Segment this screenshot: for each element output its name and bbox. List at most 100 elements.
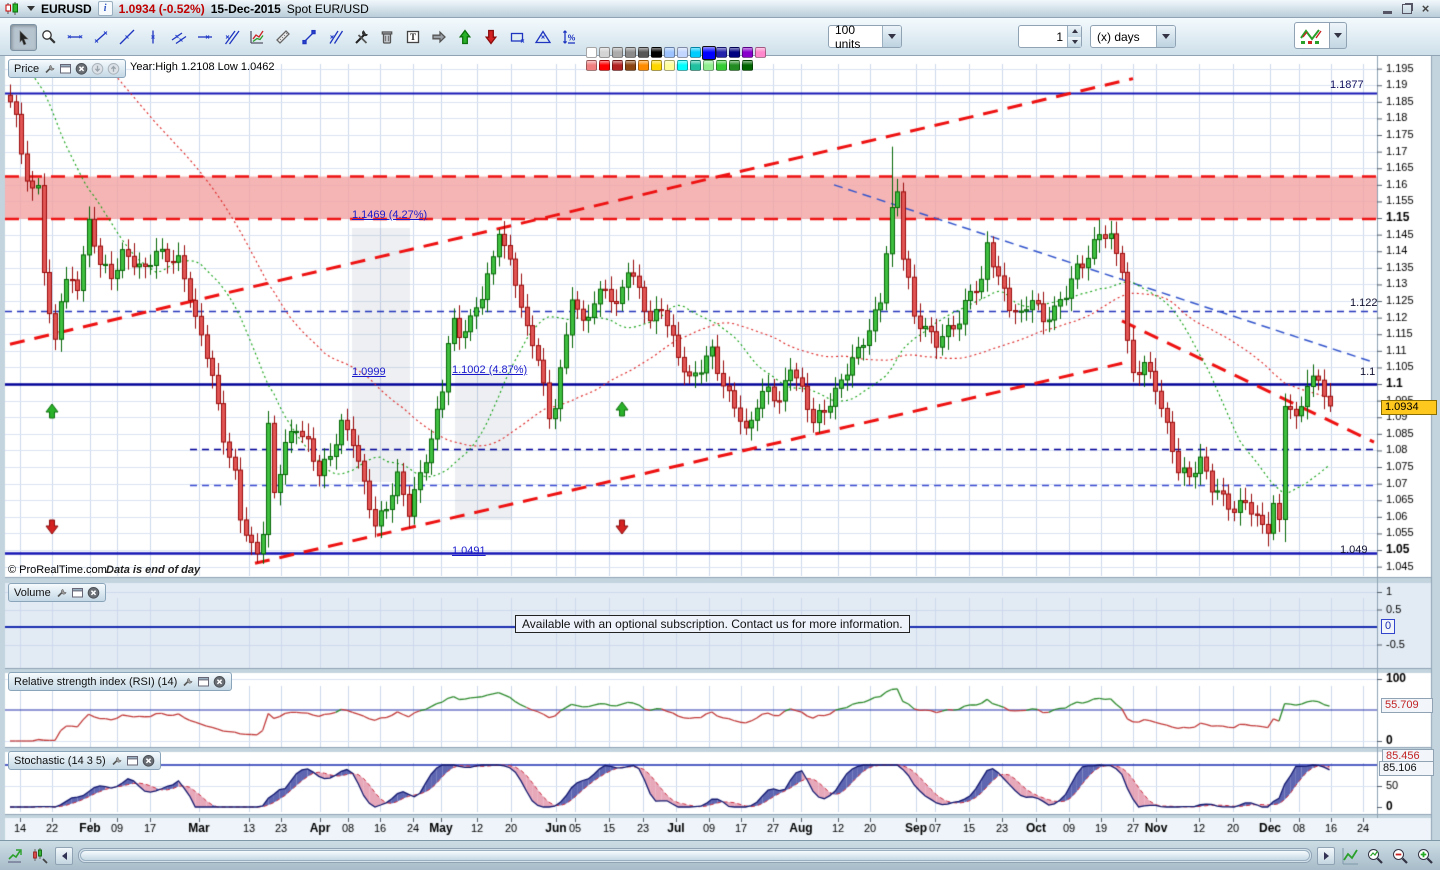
horizontal-line-tool[interactable] [192,24,217,49]
level-label-top[interactable]: 1.1877 [1330,79,1364,91]
text-icon: T [404,28,422,46]
arrow-up-circle-icon[interactable] [107,62,120,76]
line-tool[interactable] [114,24,139,49]
arrow-down-tool[interactable] [478,24,503,49]
arrow-down-circle-icon[interactable] [91,62,104,76]
color-swatch[interactable] [651,60,662,71]
wrench-icon[interactable] [55,586,68,600]
color-swatch[interactable] [638,47,649,58]
color-swatch[interactable] [716,47,727,58]
window-icon[interactable] [126,754,139,768]
channel-tool[interactable] [166,24,191,49]
color-swatch[interactable] [586,60,597,71]
color-swatch[interactable] [729,47,740,58]
pitchfork-tool[interactable] [218,24,243,49]
scrollbar-handle[interactable] [80,850,1310,861]
color-swatch[interactable] [664,47,675,58]
zoom-in-icon[interactable] [1415,846,1435,866]
vertical-line-tool[interactable] [140,24,165,49]
ruler-tool[interactable] [270,24,295,49]
color-swatch[interactable] [664,60,675,71]
scrollbar-track[interactable] [78,848,1312,863]
zoom-out-icon[interactable] [1390,846,1410,866]
chart-type-caret[interactable] [1330,22,1347,49]
color-swatch[interactable] [651,47,662,58]
close-icon[interactable] [75,62,88,76]
stoch-k-value-box: 85.106 [1379,761,1434,776]
text-tool[interactable]: T [400,24,425,49]
units-select[interactable]: 100 units [828,23,902,51]
zoom-reset-icon[interactable] [1365,846,1385,866]
period-up-icon[interactable] [1067,26,1081,37]
low-level-label[interactable]: 1.0491 [452,545,486,557]
segment-tool[interactable] [88,24,113,49]
color-swatch[interactable] [586,47,597,58]
cursor-tool[interactable] [10,24,37,51]
right-label-122: 1.122 [1350,297,1378,309]
chart-canvas[interactable] [0,56,1440,840]
resistance-label[interactable]: 1.1469 (4.27%) [352,209,428,221]
color-swatch[interactable] [742,47,753,58]
drawing-toolbar: 100 units 1 (x) days T% [0,18,1440,71]
arrow-right-tool[interactable] [426,24,451,49]
color-swatch[interactable] [638,60,649,71]
wrench-icon[interactable] [43,62,56,76]
color-swatch[interactable] [599,60,610,71]
window-icon[interactable] [197,675,210,689]
scroll-left-button[interactable] [55,846,73,865]
color-swatch[interactable] [625,47,636,58]
pan-chart-icon[interactable] [5,846,25,866]
rectangle-icon [508,28,526,46]
window-icon[interactable] [59,62,72,76]
rectangle-tool[interactable] [504,24,529,49]
subscription-message[interactable]: Available with an optional subscription.… [515,615,910,633]
color-swatch[interactable] [703,60,714,71]
triangle-tool[interactable] [530,24,555,49]
chart-annotation-tool[interactable] [244,24,269,49]
color-swatch[interactable] [677,60,688,71]
instrument-dropdown-icon[interactable] [27,6,35,11]
settings-tool[interactable] [348,24,373,49]
restore-button[interactable] [1400,2,1413,15]
color-swatch[interactable] [690,47,701,58]
triangle-icon [534,28,552,46]
close-icon[interactable] [213,675,226,689]
color-swatch[interactable] [599,47,610,58]
close-icon[interactable] [142,754,155,768]
color-swatch[interactable] [729,60,740,71]
close-icon[interactable] [87,586,100,600]
percent-scale-tool[interactable]: % [556,24,581,49]
period-down-icon[interactable] [1067,36,1081,47]
color-swatch[interactable] [755,47,766,58]
color-swatch[interactable] [690,60,701,71]
color-swatch[interactable] [742,60,753,71]
minimize-button[interactable] [1381,2,1394,15]
chart-type-button[interactable] [1294,22,1330,49]
scroll-right-button[interactable] [1317,846,1335,865]
support-label-a[interactable]: 1.0999 [352,366,386,378]
color-swatch[interactable] [716,60,727,71]
delete-tool[interactable] [374,24,399,49]
parallel-lines-tool[interactable] [322,24,347,49]
close-button[interactable]: × [1421,1,1430,16]
horizontal-segment-tool[interactable] [62,24,87,49]
period-unit-select[interactable]: (x) days [1090,25,1176,48]
period-spinner[interactable]: 1 [1018,25,1082,48]
color-swatch[interactable] [702,46,716,60]
support-label-b[interactable]: 1.1002 (4.87%) [452,364,528,376]
zoom-tool[interactable] [36,24,61,49]
info-icon[interactable]: i [97,1,113,16]
wrench-icon[interactable] [110,754,123,768]
color-swatch[interactable] [677,47,688,58]
compare-icon[interactable] [30,846,50,866]
color-swatch[interactable] [625,60,636,71]
arrow-up-tool[interactable] [452,24,477,49]
auto-fit-icon[interactable] [1340,846,1360,866]
window-icon[interactable] [71,586,84,600]
color-swatch[interactable] [612,60,623,71]
units-caret-icon[interactable] [882,26,901,47]
color-swatch[interactable] [612,47,623,58]
period-unit-caret-icon[interactable] [1156,26,1175,47]
retracement-tool[interactable] [296,24,321,49]
wrench-icon[interactable] [181,675,194,689]
